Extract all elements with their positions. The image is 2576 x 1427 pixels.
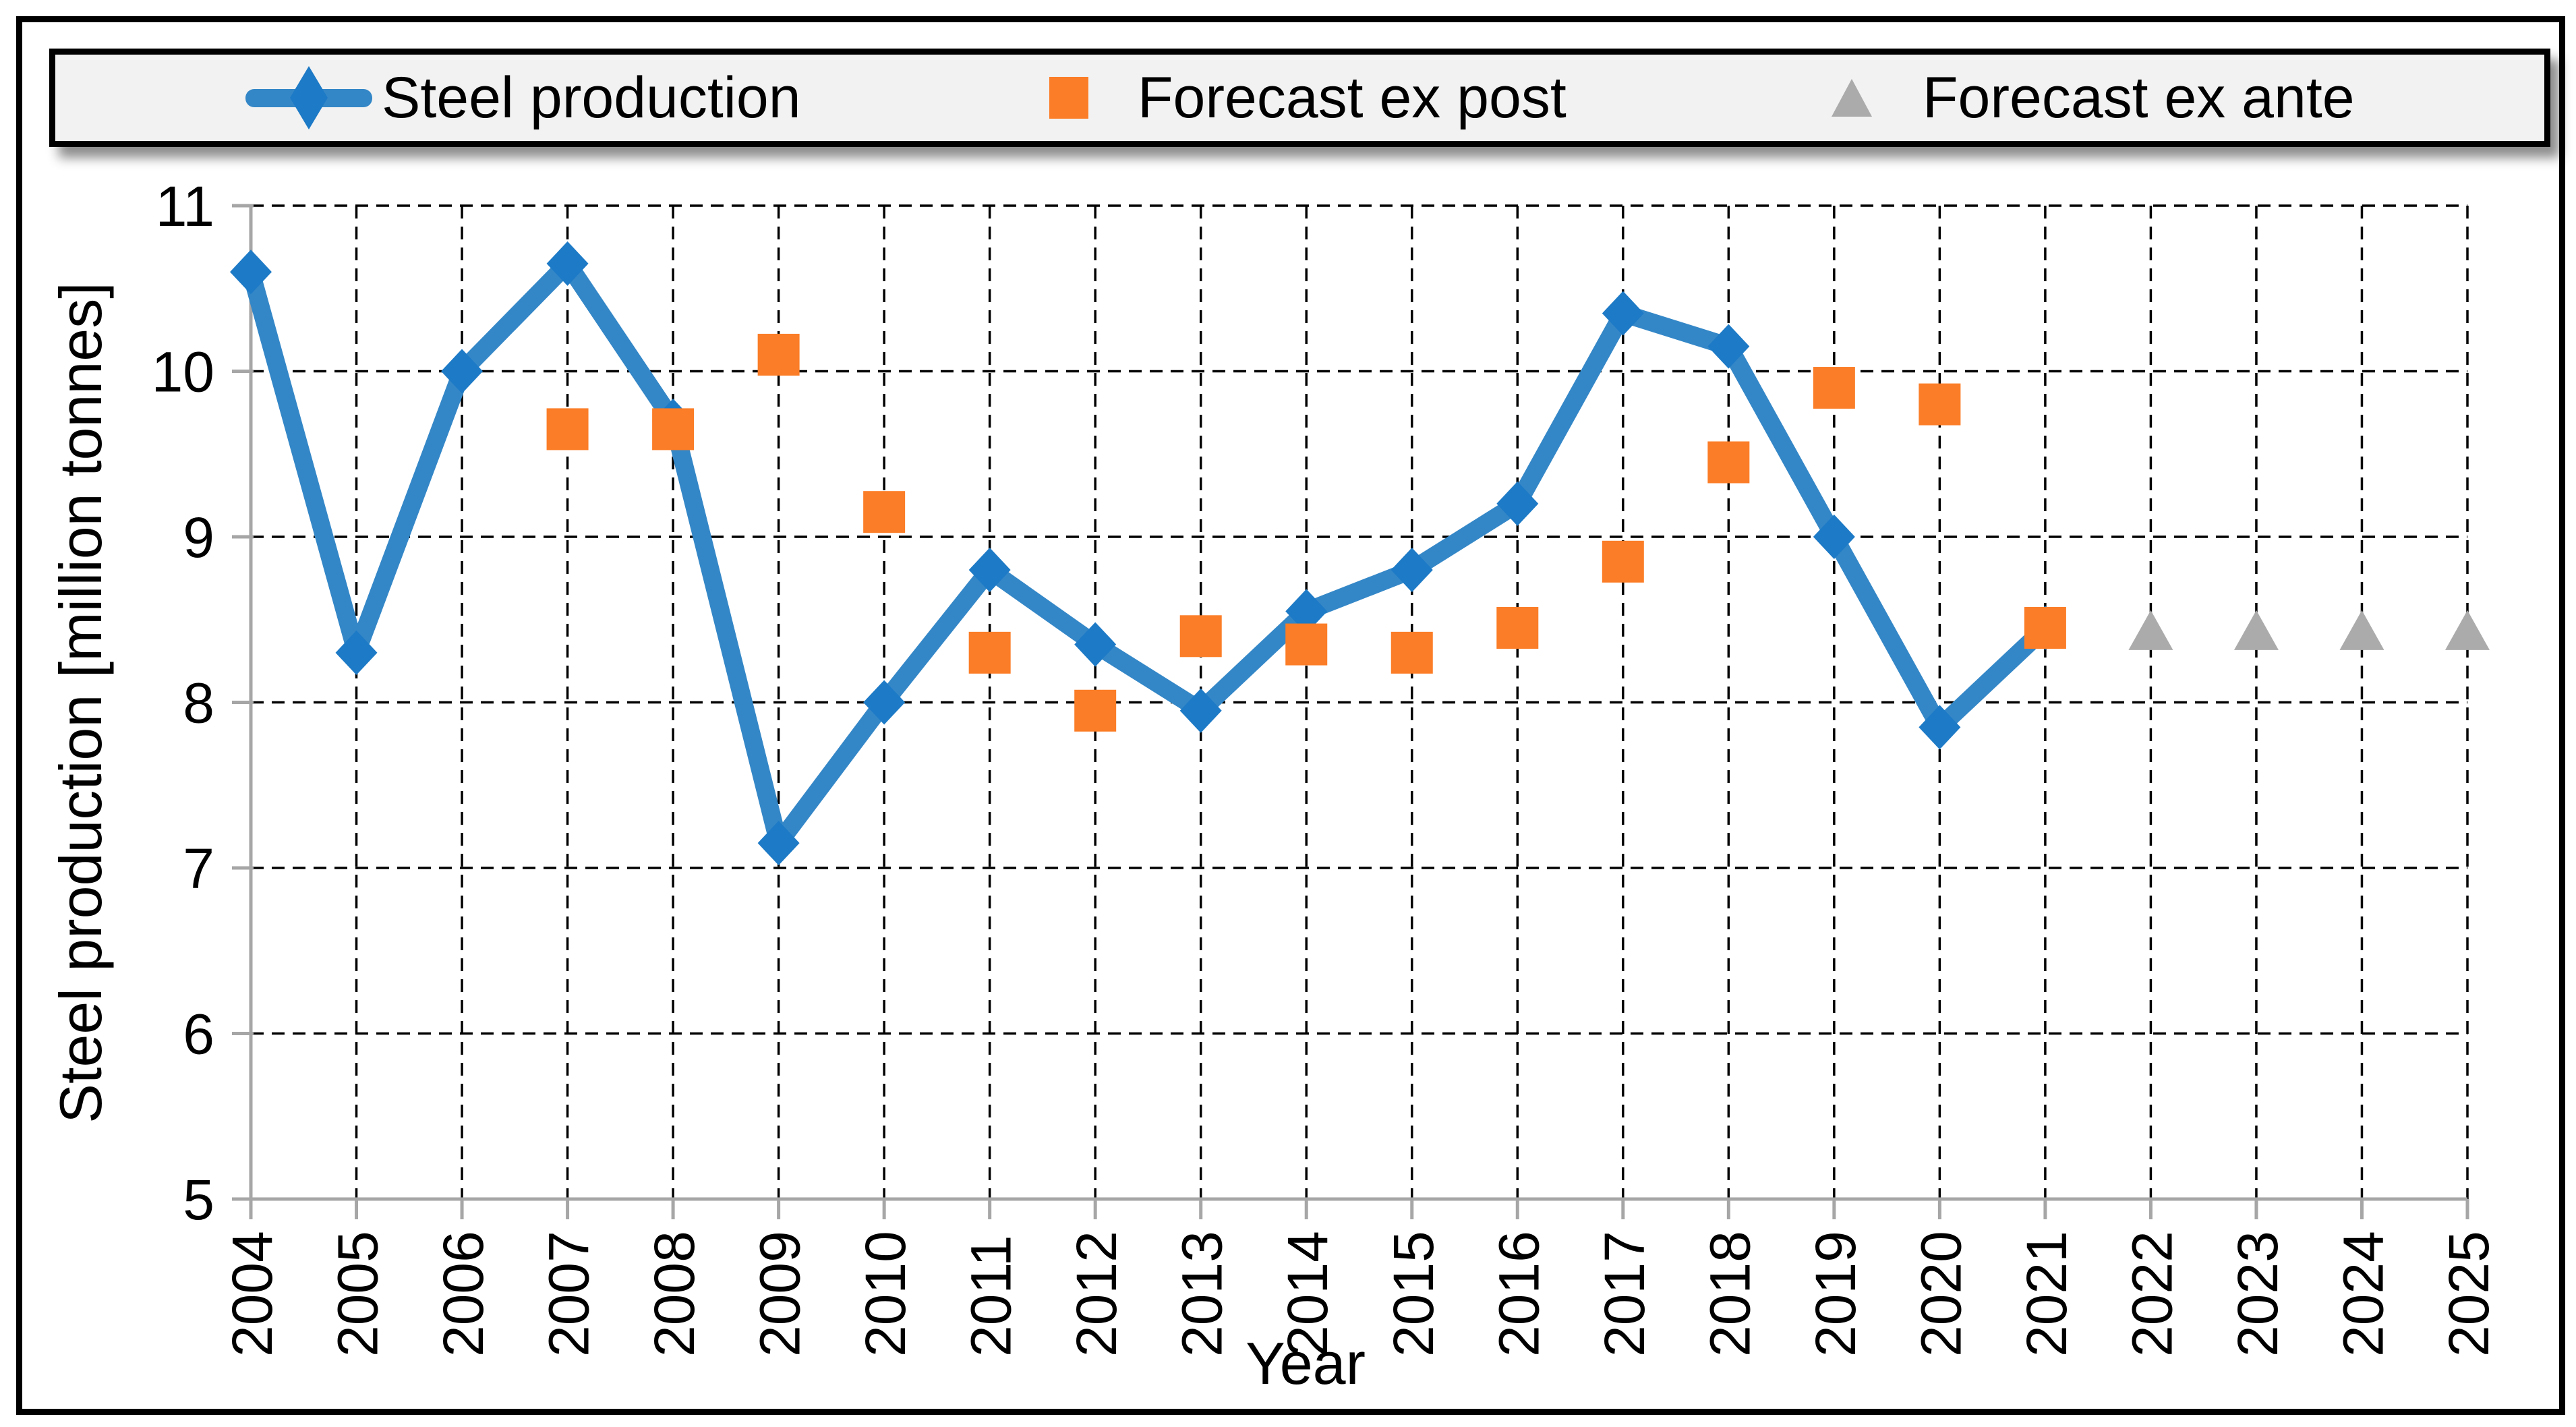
- y-tick-label: 10: [152, 341, 214, 404]
- square-marker: [863, 491, 906, 533]
- x-tick-label: 2012: [1065, 1231, 1128, 1357]
- y-tick-label: 9: [183, 506, 214, 569]
- square-marker: [757, 333, 800, 376]
- square-marker: [1919, 383, 1961, 426]
- x-tick-label: 2025: [2437, 1231, 2500, 1357]
- gridlines: [250, 204, 2469, 1199]
- x-tick-label: 2009: [749, 1231, 812, 1357]
- x-tick-label: 2022: [2120, 1231, 2184, 1357]
- x-tick-label: 2019: [1804, 1231, 1867, 1357]
- x-tick-label: 2017: [1593, 1231, 1656, 1357]
- square-marker: [1707, 441, 1750, 484]
- y-tick-label: 11: [156, 175, 214, 238]
- square-marker: [968, 631, 1011, 674]
- legend-label: Steel production: [382, 65, 801, 130]
- diamond-marker: [1391, 548, 1433, 593]
- diamond-marker: [441, 349, 484, 394]
- x-tick-label: 2023: [2226, 1231, 2289, 1357]
- triangle-marker: [2339, 610, 2384, 650]
- square-marker: [1496, 607, 1539, 649]
- x-tick-label: 2020: [1909, 1231, 1972, 1357]
- axis-lines: [232, 204, 2469, 1219]
- y-tick-label: 6: [183, 1003, 214, 1066]
- x-tick-label: 2015: [1382, 1231, 1445, 1357]
- triangle-marker: [2233, 610, 2279, 650]
- x-tick-label: 2005: [326, 1231, 390, 1357]
- square-marker: [2024, 607, 2066, 649]
- tick-labels: 5 6 7 8 9 10 11 2004 2005 2006 2007 2008 2009 2010 201…: [152, 175, 2500, 1357]
- legend-item-forecast-ex-post: Forecast ex post: [1049, 55, 1567, 141]
- x-tick-label: 2007: [537, 1231, 601, 1357]
- square-marker: [1602, 540, 1644, 583]
- diamond-marker: [1496, 481, 1539, 526]
- x-tick-label: 2021: [2015, 1231, 2078, 1357]
- square-marker: [652, 408, 695, 450]
- line-diamond-marker-icon: [245, 66, 372, 129]
- x-tick-label: 2010: [854, 1231, 917, 1357]
- square-marker: [546, 408, 589, 450]
- x-tick-label: 2014: [1276, 1231, 1339, 1357]
- x-axis-title: Year: [1246, 1330, 1366, 1397]
- y-tick-label: 8: [183, 672, 214, 735]
- diamond-marker: [757, 821, 800, 866]
- square-marker: [1391, 631, 1433, 674]
- diamond-marker: [1813, 515, 1855, 559]
- diamond-marker: [1285, 589, 1328, 634]
- diamond-marker: [546, 241, 589, 286]
- legend: Steel production Forecast ex post Foreca…: [49, 49, 2550, 147]
- y-tick-label: 7: [183, 837, 214, 900]
- x-tick-label: 2013: [1171, 1231, 1234, 1357]
- square-marker: [1813, 367, 1855, 409]
- diamond-marker: [1707, 324, 1750, 369]
- legend-label: Forecast ex ante: [1923, 65, 2355, 130]
- triangle-marker: [2445, 610, 2490, 650]
- diamond-marker: [968, 548, 1011, 593]
- data-series: [230, 241, 2490, 866]
- y-tick-label: 5: [183, 1168, 214, 1231]
- diamond-marker: [863, 680, 906, 725]
- square-marker-icon: [1049, 77, 1088, 119]
- x-tick-label: 2008: [643, 1231, 706, 1357]
- diamond-marker: [1179, 688, 1222, 733]
- x-tick-label: 2016: [1487, 1231, 1550, 1357]
- y-axis-title: Steel production [million tonnes]: [47, 282, 114, 1123]
- figure-border: [16, 16, 2565, 1415]
- x-tick-label: 2024: [2331, 1231, 2395, 1357]
- x-tick-label: 2004: [221, 1231, 284, 1357]
- legend-item-steel-production: Steel production: [244, 55, 801, 141]
- diamond-marker: [1074, 622, 1117, 667]
- x-tick-label: 2018: [1698, 1231, 1761, 1357]
- x-tick-label: 2006: [432, 1231, 495, 1357]
- legend-label: Forecast ex post: [1138, 65, 1567, 130]
- square-marker: [1074, 689, 1117, 732]
- legend-item-forecast-ex-ante: Forecast ex ante: [1830, 55, 2355, 141]
- diamond-marker: [335, 630, 378, 675]
- triangle-marker-icon: [1832, 79, 1872, 117]
- diamond-marker: [1919, 705, 1961, 750]
- triangle-marker: [2128, 610, 2173, 650]
- square-marker: [1179, 615, 1222, 658]
- diamond-marker: [230, 250, 272, 295]
- x-tick-label: 2011: [960, 1235, 1023, 1357]
- diamond-marker: [1602, 291, 1644, 336]
- square-marker: [1285, 623, 1328, 666]
- steel-production-line: [241, 254, 2055, 852]
